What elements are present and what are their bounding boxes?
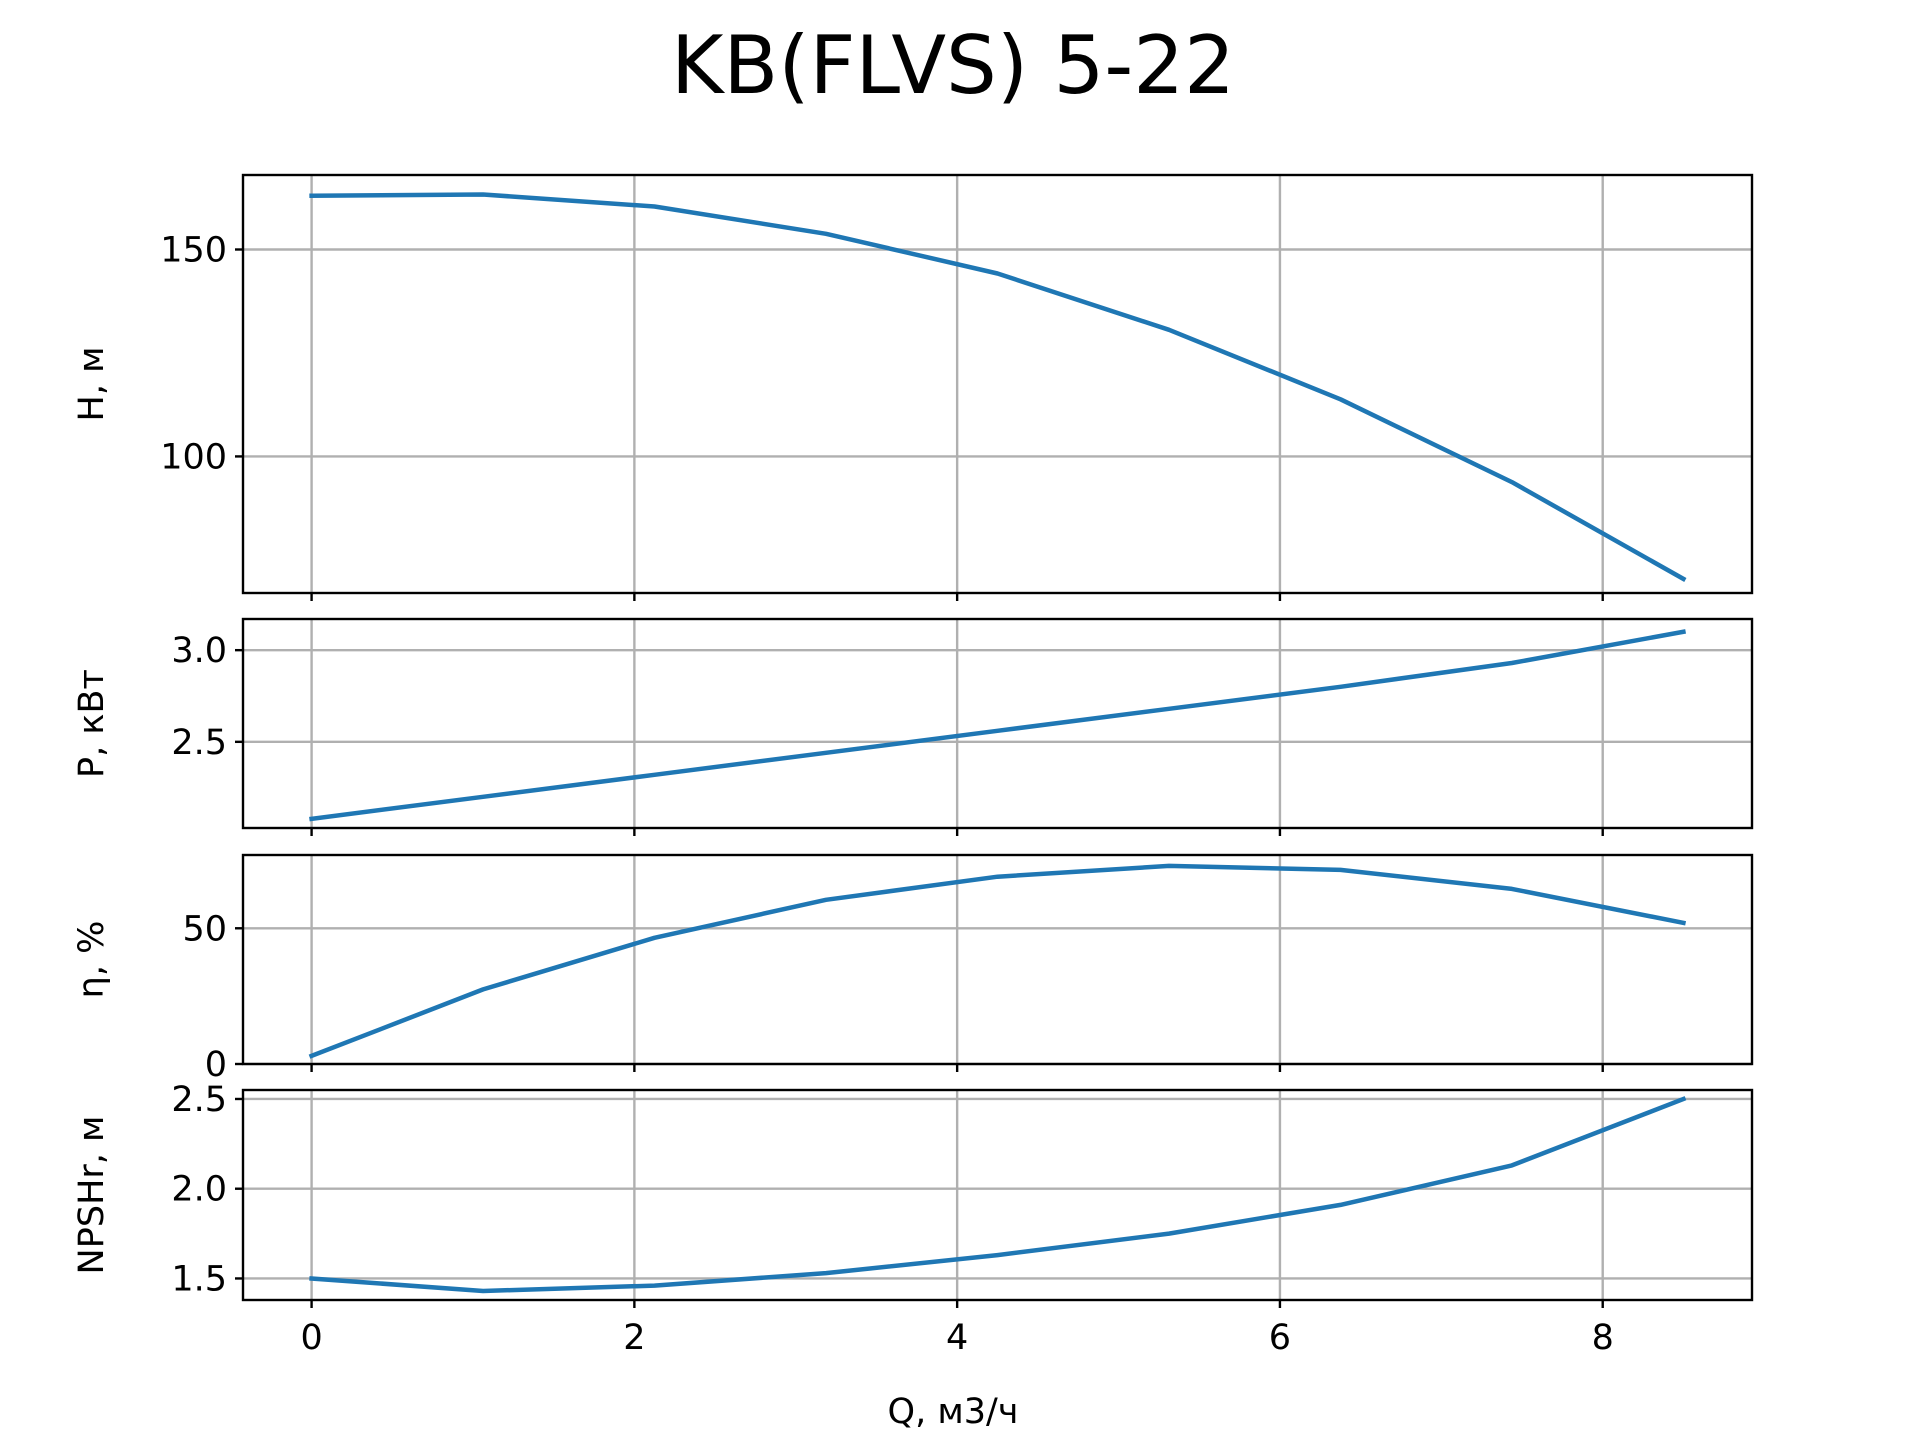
efficiency-y-tick-label: 50 (182, 909, 227, 949)
subplot-npsh: 1.5 2.0 2.5 NPSHr, м 0 2 4 6 8 (72, 1080, 1754, 1358)
npsh-y-tick-label: 2.5 (171, 1080, 227, 1120)
head-y-tick-label: 100 (160, 437, 227, 477)
subplots-area: 100 150 H, м 2.5 3.0 P, кВт 0 50 η, % 1.5 2.0 2.5 NP… (72, 173, 1754, 1358)
efficiency-axes-frame (241, 853, 1754, 1066)
power-y-tick-label: 2.5 (171, 723, 227, 763)
x-tick-label: 8 (1592, 1318, 1614, 1358)
npsh-axes-frame (241, 1088, 1754, 1302)
head-axes-frame (241, 173, 1754, 595)
chart-title: KB(FLVS) 5-22 (671, 19, 1235, 112)
subplot-efficiency: 0 50 η, % (72, 853, 1754, 1085)
x-tick-label: 6 (1269, 1318, 1291, 1358)
npsh-y-tick-label: 2.0 (171, 1170, 227, 1210)
efficiency-y-axis-label: η, % (72, 921, 112, 999)
power-y-axis-label: P, кВт (72, 669, 112, 778)
head-series-line (309, 192, 1687, 582)
npsh-y-tick-label: 1.5 (171, 1259, 227, 1299)
subplot-head: 100 150 H, м (72, 173, 1754, 601)
x-tick-label: 2 (623, 1318, 645, 1358)
x-axis-label: Q, м3/ч (888, 1392, 1019, 1432)
npsh-series-line (309, 1096, 1687, 1294)
subplot-power: 2.5 3.0 P, кВт (72, 617, 1754, 836)
npsh-y-axis-label: NPSHr, м (72, 1116, 112, 1275)
power-y-tick-label: 3.0 (171, 631, 227, 671)
power-axes-frame (241, 617, 1754, 830)
efficiency-series-line (308, 863, 1687, 1059)
power-series-line (309, 629, 1687, 822)
head-y-tick-label: 150 (160, 230, 227, 270)
efficiency-y-tick-label: 0 (205, 1045, 227, 1085)
x-tick-label: 0 (300, 1318, 322, 1358)
x-tick-label: 4 (946, 1318, 968, 1358)
head-y-axis-label: H, м (72, 347, 112, 422)
